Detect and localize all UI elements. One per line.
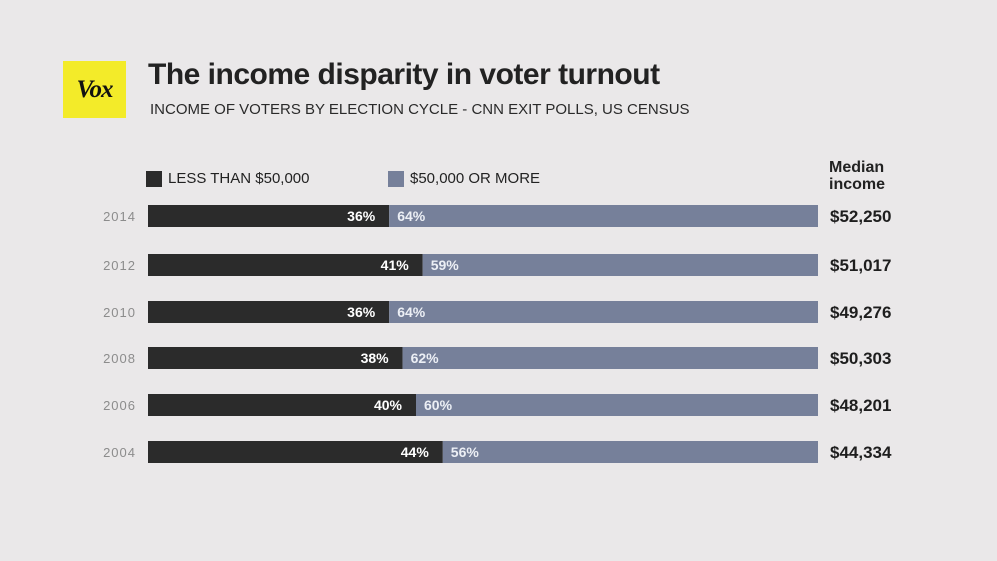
bar-50k-or-more bbox=[389, 301, 818, 323]
median-income-header: Median income bbox=[829, 159, 885, 193]
legend-label-50k-or-more: $50,000 OR MORE bbox=[410, 170, 541, 187]
data-label-50k-or-more: 60% bbox=[424, 397, 453, 413]
data-label-50k-or-more: 64% bbox=[397, 208, 426, 224]
median-header-line1: Median bbox=[829, 159, 885, 176]
data-label-under-50k: 36% bbox=[347, 304, 376, 320]
data-label-50k-or-more: 64% bbox=[397, 304, 426, 320]
median-header-line2: income bbox=[829, 176, 886, 193]
legend-swatch-under-50k bbox=[146, 170, 162, 187]
data-label-under-50k: 38% bbox=[361, 350, 390, 366]
bar-50k-or-more bbox=[416, 394, 818, 416]
vox-logo: Vox bbox=[63, 61, 126, 118]
median-income-value: $52,250 bbox=[830, 207, 891, 226]
chart-title: The income disparity in voter turnout bbox=[148, 58, 660, 91]
year-label: 2012 bbox=[103, 258, 136, 273]
median-income-value: $48,201 bbox=[830, 396, 891, 415]
data-label-under-50k: 40% bbox=[374, 397, 403, 413]
legend-item-under-50k: LESS THAN $50,000 bbox=[146, 170, 309, 187]
year-label: 2006 bbox=[103, 398, 136, 413]
bar-under-50k bbox=[148, 254, 423, 276]
data-label-50k-or-more: 59% bbox=[431, 257, 460, 273]
year-label: 2008 bbox=[103, 351, 136, 366]
bar-under-50k bbox=[148, 301, 390, 323]
median-income-value: $44,334 bbox=[830, 443, 892, 462]
bar-50k-or-more bbox=[389, 205, 818, 227]
year-label: 2010 bbox=[103, 305, 136, 320]
bar-under-50k bbox=[148, 394, 416, 416]
bar-50k-or-more bbox=[442, 441, 818, 463]
chart-subtitle: INCOME OF VOTERS BY ELECTION CYCLE - CNN… bbox=[150, 101, 690, 118]
bar-under-50k bbox=[148, 205, 390, 227]
year-label: 2014 bbox=[103, 209, 136, 224]
legend-item-50k-or-more: $50,000 OR MORE bbox=[388, 170, 540, 187]
bar-50k-or-more bbox=[422, 254, 818, 276]
median-income-value: $49,276 bbox=[830, 303, 891, 322]
median-income-value: $51,017 bbox=[830, 256, 891, 275]
legend-swatch-50k-or-more bbox=[388, 170, 404, 187]
median-income-value: $50,303 bbox=[830, 349, 891, 368]
legend-label-under-50k: LESS THAN $50,000 bbox=[168, 170, 310, 187]
year-label: 2004 bbox=[103, 445, 136, 460]
data-label-50k-or-more: 62% bbox=[411, 350, 440, 366]
data-label-under-50k: 41% bbox=[381, 257, 410, 273]
data-label-50k-or-more: 56% bbox=[451, 444, 480, 460]
data-label-under-50k: 44% bbox=[401, 444, 430, 460]
bar-under-50k bbox=[148, 441, 443, 463]
bar-under-50k bbox=[148, 347, 403, 369]
bar-50k-or-more bbox=[402, 347, 818, 369]
data-label-under-50k: 36% bbox=[347, 208, 376, 224]
